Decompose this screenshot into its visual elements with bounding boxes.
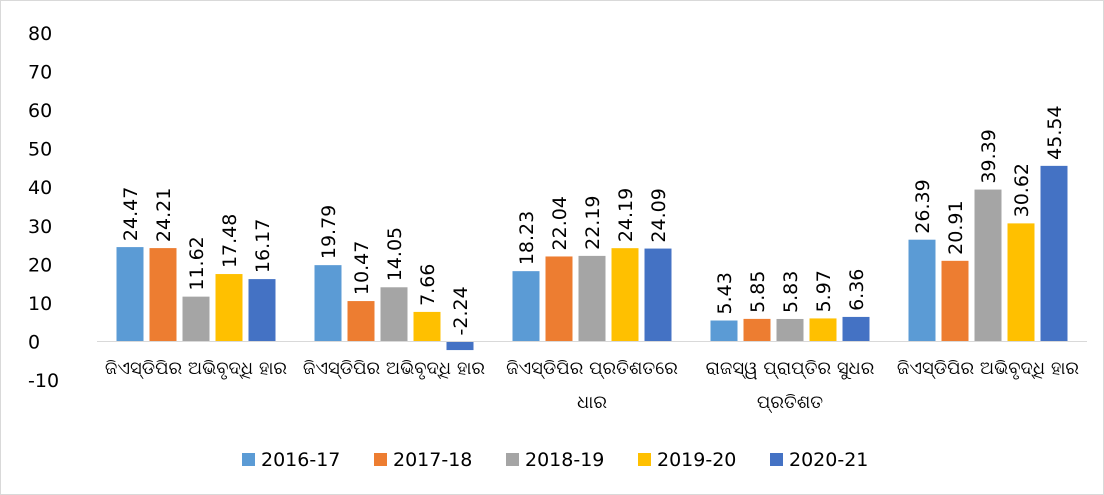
bar [182, 296, 210, 342]
data-label: 10.47 [351, 241, 373, 295]
x-tick-label: ଜିଏସ୍ଡିପିର ଅଭିବୃଦ୍ଧି ହାର [104, 358, 288, 379]
legend-label: 2017-18 [393, 449, 472, 471]
y-tick-label: 70 [28, 62, 52, 84]
legend-swatch [770, 453, 783, 466]
data-label: 5.43 [714, 272, 736, 314]
y-tick-label: 40 [28, 177, 52, 199]
data-label: 22.04 [549, 196, 571, 250]
data-label: 19.79 [318, 205, 340, 259]
data-label: 14.05 [384, 227, 406, 281]
x-tick-label: ରାଜସ୍ୱ ପ୍ରାପ୍ତିର ସୁଧର ପ୍ରତିଶତ [705, 358, 875, 413]
data-label: -2.24 [450, 286, 472, 335]
legend-swatch [506, 453, 519, 466]
bar [314, 265, 342, 342]
bar [545, 256, 573, 342]
x-tick-label: ଜିଏସ୍ଡିପିର ଅଭିବୃଦ୍ଧି ହାର [896, 358, 1080, 379]
bar [974, 189, 1002, 342]
y-tick-label: 10 [28, 293, 52, 315]
legend-label: 2019-20 [657, 449, 736, 471]
bar [446, 341, 474, 351]
x-tick-label: ଜିଏସ୍ଡିପିର ଅଭିବୃଦ୍ଧି ହାର [302, 358, 486, 379]
bar [743, 318, 771, 342]
bar [644, 248, 672, 342]
data-label: 20.91 [945, 200, 967, 254]
bar [809, 318, 837, 342]
bar [116, 247, 144, 342]
data-label: 26.39 [912, 179, 934, 233]
bar [380, 287, 408, 342]
data-label: 22.19 [582, 195, 604, 249]
data-label: 24.47 [120, 187, 142, 241]
data-label: 24.19 [615, 188, 637, 242]
data-label: 16.17 [252, 219, 274, 273]
data-label: 18.23 [516, 211, 538, 265]
y-tick-label: 80 [28, 23, 52, 45]
data-label: 39.39 [978, 129, 1000, 183]
y-tick-label: 20 [28, 254, 52, 276]
legend-swatch [242, 453, 255, 466]
bar [842, 316, 870, 342]
bar [941, 260, 969, 342]
bar [149, 248, 177, 342]
bar [347, 301, 375, 342]
data-label: 5.85 [747, 271, 769, 313]
legend-swatch [374, 453, 387, 466]
data-label: 5.97 [813, 270, 835, 312]
data-label: 24.09 [648, 188, 670, 242]
y-tick-label: 60 [28, 100, 52, 122]
bar [578, 255, 606, 342]
data-label: 6.36 [846, 269, 868, 311]
data-label: 45.54 [1044, 105, 1066, 159]
bar [512, 271, 540, 342]
bar [1040, 165, 1068, 342]
data-label: 24.21 [153, 188, 175, 242]
bar [1007, 223, 1035, 342]
legend-label: 2018-19 [525, 449, 604, 471]
bar [413, 311, 441, 342]
legend-label: 2016-17 [261, 449, 340, 471]
bar [248, 279, 276, 342]
bar [215, 274, 243, 342]
data-label: 11.62 [186, 236, 208, 290]
y-tick-label: -10 [28, 370, 59, 392]
x-tick-label: ଜିଏସ୍ଡିପିର ପ୍ରତିଶତରେ ଧାର [506, 358, 678, 413]
data-label: 7.66 [417, 264, 439, 306]
y-tick-label: 30 [28, 216, 52, 238]
bar [710, 320, 738, 342]
legend-swatch [638, 453, 651, 466]
y-tick-label: 0 [28, 331, 40, 353]
bar [611, 248, 639, 342]
data-label: 30.62 [1011, 163, 1033, 217]
bar [776, 318, 804, 342]
data-label: 5.83 [780, 271, 802, 313]
data-label: 17.48 [219, 214, 241, 268]
bar [908, 239, 936, 342]
legend-label: 2020-21 [789, 449, 868, 471]
y-tick-label: 50 [28, 139, 52, 161]
